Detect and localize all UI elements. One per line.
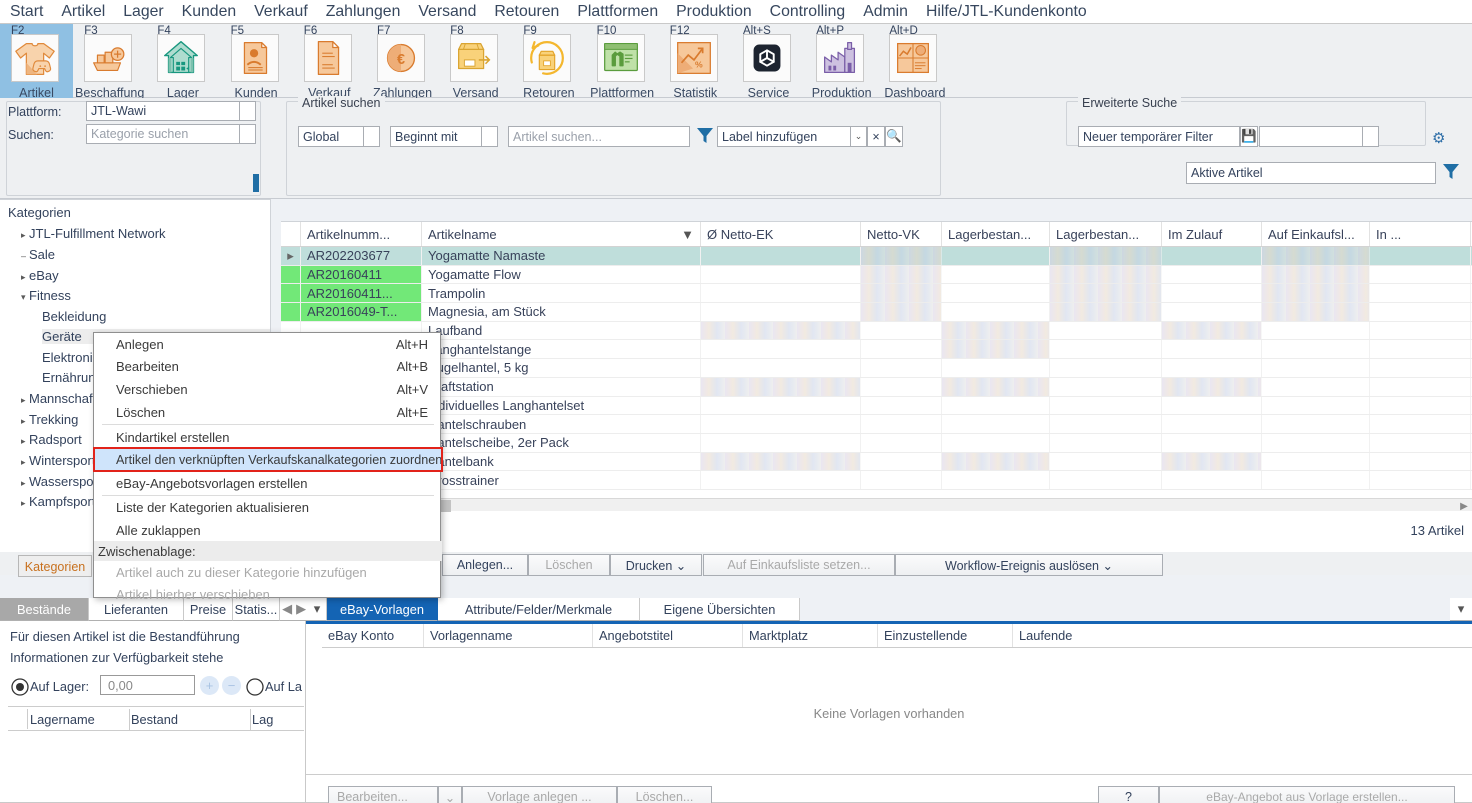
svg-text:€: €: [397, 52, 405, 68]
svg-text:%: %: [695, 60, 703, 70]
